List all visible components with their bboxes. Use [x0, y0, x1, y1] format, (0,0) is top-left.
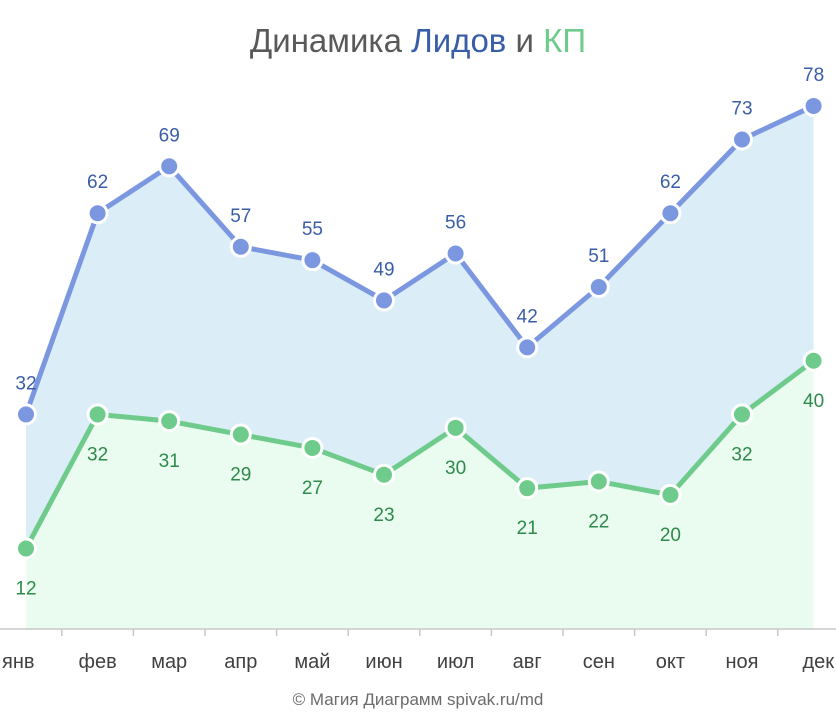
leads-point: [373, 289, 395, 312]
x-tick-label: ноя: [726, 651, 759, 673]
leads-point: [86, 202, 109, 225]
x-axis-tick-labels: янв фев мар апр май июн июл авг сен окт ноя дек: [2, 651, 834, 673]
chart-title: Динамика Лидов и КП: [0, 22, 836, 60]
kp-point: [158, 410, 181, 433]
title-connector: и: [506, 22, 544, 59]
x-tick-label: июл: [437, 651, 474, 673]
leads-point: [802, 94, 825, 117]
x-tick-label: фев: [78, 651, 116, 673]
kp-data-label: 27: [302, 478, 323, 499]
kp-data-label: 12: [15, 579, 36, 600]
kp-point: [373, 463, 395, 486]
leads-data-label: 49: [373, 259, 394, 280]
kp-point: [587, 470, 610, 493]
kp-data-label: 32: [731, 444, 752, 465]
leads-data-label: 56: [445, 212, 466, 233]
leads-data-label: 62: [87, 172, 108, 193]
series-markers: [15, 94, 825, 560]
kp-point: [731, 403, 753, 426]
leads-point: [158, 155, 181, 178]
leads-point: [731, 128, 753, 151]
area-fills: [26, 105, 814, 630]
copyright-footer: © Магия Диаграмм spivak.ru/md: [292, 690, 544, 709]
kp-data-label: 20: [660, 525, 681, 546]
kp-point: [229, 423, 252, 446]
kp-data-label: 23: [373, 505, 394, 526]
leads-point: [15, 403, 37, 426]
kp-point: [444, 416, 467, 439]
x-tick-label: май: [294, 651, 330, 673]
x-tick-label: мар: [151, 651, 187, 673]
kp-line: [23, 358, 817, 552]
x-tick-label: авг: [513, 651, 542, 673]
kp-area: [26, 360, 814, 629]
kp-data-label: 21: [517, 518, 538, 539]
leads-point: [229, 235, 252, 258]
x-axis: [0, 628, 836, 636]
kp-data-label: 31: [159, 451, 180, 472]
kp-data-label: 30: [445, 458, 466, 479]
leads-data-label: 57: [230, 206, 251, 227]
kp-point: [659, 483, 682, 506]
title-kp-word: КП: [543, 22, 587, 59]
x-tick-label: апр: [224, 651, 257, 673]
kp-point: [86, 403, 109, 426]
leads-point: [516, 336, 539, 359]
leads-data-label: 42: [517, 306, 538, 327]
leads-data-label: 55: [302, 219, 323, 240]
kp-data-label: 29: [230, 465, 251, 486]
kp-data-label: 22: [588, 511, 609, 532]
leads-point: [659, 202, 682, 225]
leads-data-label: 62: [660, 172, 681, 193]
x-tick-label: сен: [583, 651, 615, 673]
leads-data-label: 51: [588, 246, 609, 267]
title-leads-word: Лидов: [411, 22, 507, 59]
leads-point: [301, 249, 324, 272]
leads-data-label: 78: [803, 65, 824, 86]
leads-data-label: 69: [159, 125, 180, 146]
kp-point: [301, 436, 324, 459]
x-tick-label: дек: [802, 651, 834, 673]
kp-data-label: 40: [803, 391, 824, 412]
leads-data-label: 73: [731, 98, 752, 119]
x-tick-label: июн: [365, 651, 402, 673]
leads-point: [444, 242, 467, 265]
x-tick-label: янв: [2, 651, 35, 673]
leads-data-label: 32: [15, 373, 36, 394]
x-tick-label: окт: [656, 651, 685, 673]
data-labels: 32 62 69 57 55 49 56 42 51 62 73 78 12 32 31 29 27 23 30 21…: [15, 65, 824, 600]
kp-point: [802, 349, 825, 372]
series-lines: [23, 103, 817, 552]
leads-point: [587, 276, 610, 298]
kp-point: [15, 537, 37, 560]
kp-data-label: 32: [87, 444, 108, 465]
area-chart: 32 62 69 57 55 49 56 42 51 62 73 78 12 32 31 29 27 23 30 21…: [0, 65, 836, 673]
title-prefix: Динамика: [249, 22, 412, 59]
kp-point: [516, 477, 539, 500]
leads-line: [23, 103, 817, 417]
